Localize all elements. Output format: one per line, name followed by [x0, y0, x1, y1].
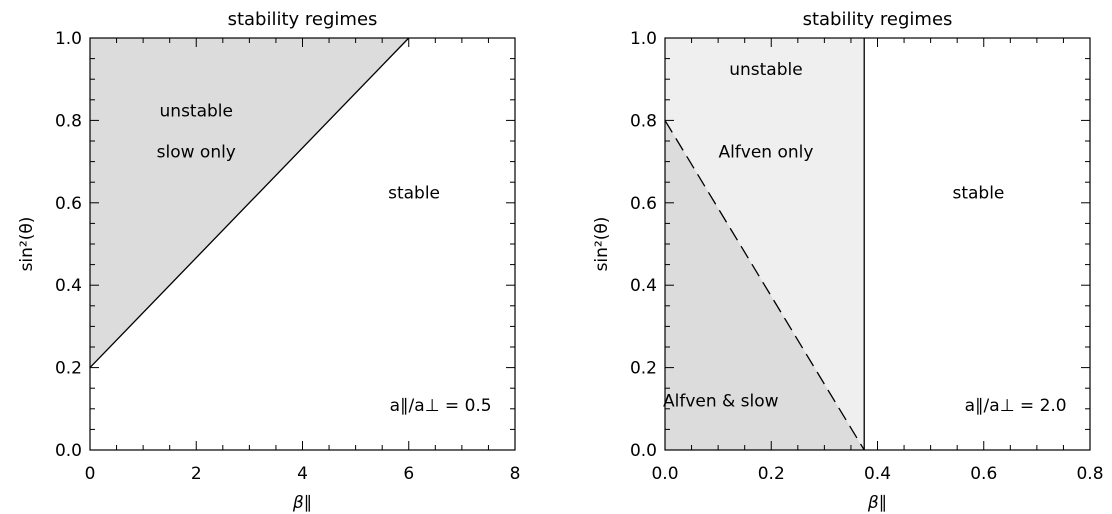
x-axis-label: β∥ — [292, 493, 312, 513]
region-annotation: a∥/a⊥ = 2.0 — [965, 396, 1067, 416]
y-tick-label: 0.4 — [630, 276, 657, 296]
region-annotation: unstable — [729, 60, 802, 80]
boundary-line — [89, 37, 410, 369]
y-tick-label: 0.2 — [55, 359, 82, 379]
region-annotation: stable — [388, 184, 440, 204]
dashed-boundary-line — [664, 120, 865, 451]
y-tick-label: 0.4 — [55, 276, 82, 296]
region-annotation: stable — [952, 184, 1004, 204]
y-tick-label: 0.6 — [630, 194, 657, 214]
y-tick-label: 0.0 — [630, 441, 657, 461]
y-tick-label: 1.0 — [55, 29, 82, 49]
chart-title: stability regimes — [803, 9, 953, 30]
x-axis-label: β∥ — [867, 493, 887, 513]
region-annotation: Alfven & slow — [663, 392, 779, 412]
y-axis-label: sin²(θ) — [592, 217, 612, 272]
chart-panel-right: 0.0 0.2 0.4 0.6 0.8 0.0 0.2 0.4 0.6 0.8 1.0 stabili… — [592, 9, 1104, 513]
x-tick-label: 6 — [403, 464, 414, 484]
x-tick-label: 0.2 — [758, 464, 785, 484]
x-tick-label: 8 — [510, 464, 521, 484]
y-tick-label: 0.6 — [55, 194, 82, 214]
y-tick-label: 0.8 — [55, 111, 82, 131]
x-tick-label: 0.4 — [864, 464, 891, 484]
y-tick-label: 0.2 — [630, 359, 657, 379]
x-tick-label: 0.0 — [651, 464, 678, 484]
region-annotation: a∥/a⊥ = 0.5 — [390, 396, 492, 416]
y-tick-label: 0.8 — [630, 111, 657, 131]
x-tick-label: 0.6 — [970, 464, 997, 484]
x-tick-label: 4 — [297, 464, 308, 484]
x-tick-label: 0.8 — [1076, 464, 1103, 484]
chart-panel-left: 0 2 4 6 8 0.0 0.2 0.4 0.6 0.8 1.0 stability regimes… — [17, 9, 520, 513]
y-axis-label: sin²(θ) — [17, 217, 37, 272]
x-tick-label: 2 — [191, 464, 202, 484]
region-annotation: slow only — [157, 142, 236, 162]
y-tick-label: 1.0 — [630, 29, 657, 49]
x-tick-label: 0 — [85, 464, 96, 484]
region-annotation: unstable — [160, 101, 233, 121]
chart-title: stability regimes — [228, 9, 378, 30]
y-tick-label: 0.0 — [55, 441, 82, 461]
region-annotation: Alfven only — [718, 142, 813, 162]
